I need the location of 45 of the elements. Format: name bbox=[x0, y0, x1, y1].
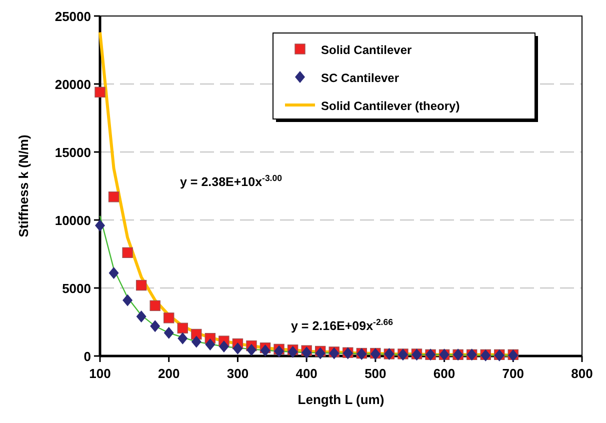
point bbox=[260, 344, 270, 357]
point bbox=[95, 219, 105, 232]
x-tick-label: 600 bbox=[433, 366, 456, 381]
point bbox=[164, 312, 174, 324]
x-tick-label: 800 bbox=[571, 366, 593, 381]
point bbox=[302, 346, 312, 359]
y-tick-label: 0 bbox=[84, 349, 91, 364]
x-tick-label: 400 bbox=[296, 366, 318, 381]
x-tick-label: 200 bbox=[158, 366, 180, 381]
point bbox=[94, 86, 106, 98]
point bbox=[178, 332, 188, 344]
y-tick-label: 20000 bbox=[54, 77, 91, 92]
x-axis-title: Length L (um) bbox=[298, 392, 384, 407]
point bbox=[108, 192, 120, 202]
annotation: y = 2.38E+10x$^{-3.00}$ bbox=[180, 173, 282, 189]
y-tick-label: 25000 bbox=[54, 9, 91, 24]
point bbox=[246, 344, 256, 356]
point bbox=[315, 347, 326, 360]
point bbox=[232, 342, 243, 355]
y-tick-label: 15000 bbox=[54, 145, 91, 160]
point bbox=[164, 326, 174, 339]
x-tick-label: 100 bbox=[89, 366, 111, 381]
y-axis-title: Stiffness k (N/m) bbox=[16, 134, 31, 238]
point bbox=[136, 280, 147, 291]
point bbox=[150, 320, 160, 332]
annotation: y = 2.16E+09x$^{-2.66}$ bbox=[291, 317, 394, 333]
legend-label: Solid Cantilever (theory) bbox=[321, 99, 460, 113]
point bbox=[218, 340, 229, 352]
point bbox=[136, 310, 146, 323]
point bbox=[150, 300, 160, 312]
point bbox=[122, 294, 133, 306]
legend-label: Solid Cantilever bbox=[321, 43, 412, 57]
point bbox=[205, 338, 216, 350]
x-tick-label: 500 bbox=[364, 366, 386, 381]
point bbox=[177, 322, 188, 334]
y-tick-label: 5000 bbox=[62, 281, 91, 296]
point bbox=[191, 336, 202, 348]
x-tick-label: 700 bbox=[502, 366, 524, 381]
legend-label: SC Cantilever bbox=[321, 71, 400, 85]
y-tick-label: 10000 bbox=[54, 213, 91, 228]
point bbox=[108, 267, 119, 280]
point bbox=[274, 345, 284, 358]
point bbox=[122, 247, 133, 258]
point bbox=[288, 346, 298, 358]
x-tick-label: 300 bbox=[226, 366, 249, 381]
